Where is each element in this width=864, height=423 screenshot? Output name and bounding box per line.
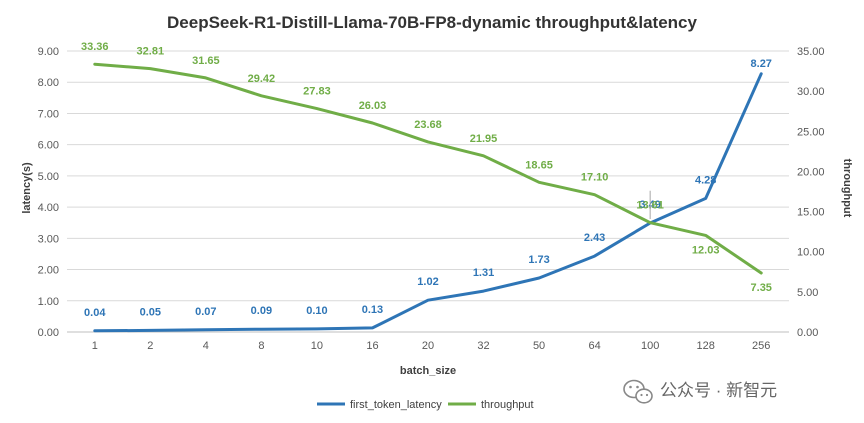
latency-data-label: 0.09 — [251, 305, 272, 317]
y-right-tick-label: 10.00 — [797, 247, 825, 259]
throughput-data-label: 33.36 — [81, 41, 109, 53]
y-left-tick-label: 3.00 — [38, 233, 59, 245]
y-right-tick-label: 5.00 — [797, 287, 818, 299]
x-tick-label: 128 — [697, 340, 715, 352]
throughput-data-label: 27.83 — [303, 86, 331, 98]
y-right-tick-label: 35.00 — [797, 46, 825, 58]
throughput-data-label: 21.95 — [470, 133, 498, 145]
x-tick-label: 50 — [533, 340, 545, 352]
x-tick-label: 256 — [752, 340, 770, 352]
y-left-tick-label: 6.00 — [38, 140, 59, 152]
watermark-text: 公众号 · 新智元 — [660, 381, 777, 400]
y-left-tick-label: 1.00 — [38, 296, 59, 308]
latency-data-label: 8.27 — [751, 58, 772, 70]
latency-data-label: 0.04 — [84, 307, 106, 319]
legend-label-throughput: throughput — [481, 399, 534, 411]
series-lines — [93, 62, 763, 333]
throughput-data-label: 17.10 — [581, 172, 609, 184]
y-right-tick-label: 20.00 — [797, 166, 825, 178]
latency-data-label: 0.07 — [195, 306, 216, 318]
y-right-tick-label: 25.00 — [797, 126, 825, 138]
grid-lines — [67, 50, 789, 302]
y-right-tick-label: 0.00 — [797, 327, 818, 339]
y-axis-left-title: latency(s) — [21, 162, 33, 214]
chart-title: DeepSeek-R1-Distill-Llama-70B-FP8-dynami… — [167, 13, 697, 32]
y-left-tick-label: 8.00 — [38, 77, 59, 89]
x-tick-label: 100 — [641, 340, 659, 352]
throughput-data-label: 23.68 — [414, 119, 442, 131]
y-axis-right-title: throughput — [841, 159, 853, 218]
latency-data-label: 1.73 — [528, 254, 549, 266]
y-right-tick-label: 15.00 — [797, 207, 825, 219]
throughput-data-label: 29.42 — [248, 73, 276, 85]
x-tick-label: 64 — [588, 340, 600, 352]
y-left-tick-label: 5.00 — [38, 171, 59, 183]
y-right-tick-label: 30.00 — [797, 86, 825, 98]
throughput-data-label: 26.03 — [359, 100, 387, 112]
x-tick-label: 32 — [477, 340, 489, 352]
y-left-tick-label: 2.00 — [38, 265, 59, 277]
axes: 0.00 1.00 2.00 3.00 4.00 5.00 6.00 7.00 8.00 9.00… — [38, 46, 825, 352]
throughput-data-label: 31.65 — [192, 55, 220, 67]
throughput-data-label: 12.03 — [692, 244, 720, 256]
latency-data-label: 0.05 — [140, 306, 161, 318]
y-left-tick-label: 7.00 — [38, 108, 59, 120]
data-labels: 0.04 0.05 0.07 0.09 0.10 0.13 1.02 1.31 1.73 2.43… — [81, 41, 772, 319]
latency-data-label: 0.13 — [362, 304, 383, 316]
y-left-tick-label: 4.00 — [38, 202, 59, 214]
legend: first_token_latency throughput — [317, 399, 534, 411]
x-tick-label: 8 — [258, 340, 264, 352]
series-line-throughput — [93, 62, 763, 275]
x-tick-label: 16 — [366, 340, 378, 352]
latency-data-label: 2.43 — [584, 232, 605, 244]
latency-data-label: 4.28 — [695, 174, 716, 186]
wechat-icon — [623, 379, 653, 404]
throughput-data-label: 18.65 — [525, 159, 553, 171]
legend-label-first_token_latency: first_token_latency — [350, 399, 442, 411]
y-left-tick-label: 0.00 — [38, 327, 59, 339]
throughput-data-label: 7.35 — [751, 282, 772, 294]
y-left-tick-label: 9.00 — [38, 46, 59, 58]
throughput-data-label: 32.81 — [137, 46, 165, 58]
x-tick-label: 20 — [422, 340, 434, 352]
x-tick-label: 1 — [92, 340, 98, 352]
latency-data-label: 0.10 — [306, 305, 327, 317]
x-axis-title: batch_size — [400, 365, 456, 377]
watermark: 公众号 · 新智元 — [623, 379, 777, 404]
latency-data-label: 1.02 — [417, 276, 438, 288]
latency-data-label: 1.31 — [473, 267, 494, 279]
x-tick-label: 10 — [311, 340, 323, 352]
x-tick-label: 4 — [203, 340, 209, 352]
x-tick-label: 2 — [147, 340, 153, 352]
